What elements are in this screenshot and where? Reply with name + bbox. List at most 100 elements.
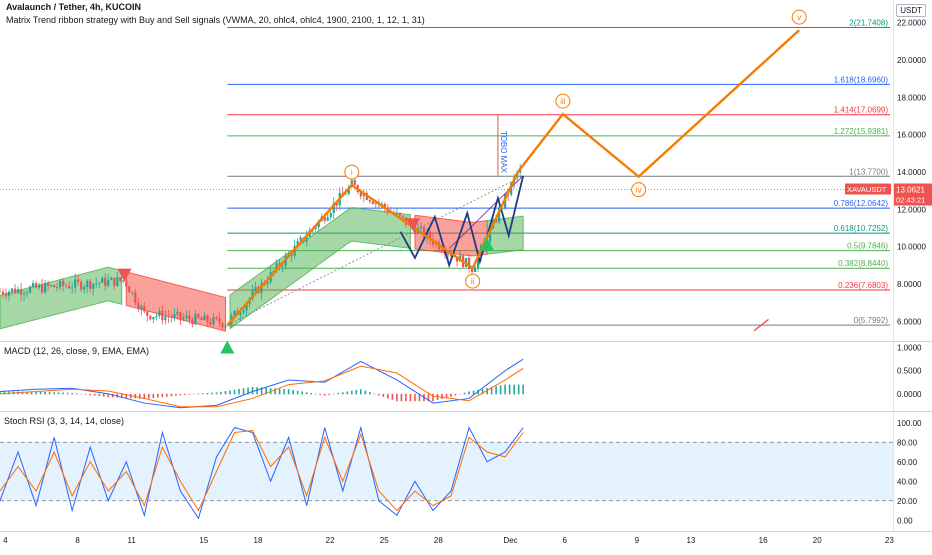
price-tag-box (894, 183, 932, 206)
macd-histogram-bar (310, 392, 312, 395)
candle-body (467, 258, 471, 269)
macd-series-signal (0, 365, 524, 408)
fib-level-label: 0.618(10.7252) (834, 224, 889, 233)
candle-body (176, 312, 179, 315)
candle-body (224, 325, 227, 328)
macd-histogram-bar (472, 390, 475, 395)
candle-body (107, 279, 110, 286)
candle-body (251, 290, 254, 299)
sell-signal-marker (406, 218, 421, 232)
candle-body (128, 286, 131, 293)
candle-body (299, 237, 302, 242)
candle-body (498, 208, 501, 222)
candle-body (40, 284, 44, 293)
macd-histogram-bar (93, 393, 96, 396)
wave-label-v: v (797, 13, 801, 22)
candle-body (56, 287, 59, 288)
macd-histogram-bar (0, 391, 1, 395)
macd-histogram-bar (522, 384, 524, 395)
candle-body (344, 193, 347, 195)
macd-histogram-bar (89, 393, 92, 396)
candle-body (50, 285, 53, 286)
macd-tick-label: 0.5000 (897, 367, 922, 376)
macd-histogram-bar (26, 391, 28, 395)
macd-histogram-bar (287, 389, 290, 395)
candle-body (335, 203, 338, 206)
macd-histogram-bar (427, 393, 430, 402)
candle-body (62, 280, 65, 286)
candle-body (200, 317, 203, 320)
candle-body (182, 317, 185, 319)
stoch-tick-label: 60.00 (897, 458, 918, 467)
ribbon-up (0, 266, 123, 330)
macd-histogram-bar (84, 393, 87, 395)
macd-histogram-bar (459, 393, 461, 395)
candle-body (206, 315, 209, 323)
macd-histogram-bar (441, 393, 443, 399)
currency-button[interactable]: USDT (896, 4, 926, 17)
macd-histogram-bar (314, 393, 317, 395)
macd-histogram-bar (369, 392, 371, 395)
candle-body (194, 314, 197, 325)
candle-body (449, 254, 453, 257)
candle-body (143, 306, 146, 312)
symbol-tag-box (845, 183, 891, 195)
candle-body (110, 277, 113, 280)
macd-histogram-bar (256, 387, 258, 395)
stoch-rsi-label: Stoch RSI (3, 3, 14, 14, close) (4, 416, 125, 426)
candle-body (59, 280, 62, 288)
macd-histogram-bar (490, 387, 493, 395)
price-tick-label: 6.0000 (897, 317, 922, 326)
macd-histogram-bar (319, 393, 322, 395)
stoch-tick-label: 20.00 (897, 497, 918, 506)
candle-body (428, 232, 432, 240)
macd-histogram-bar (111, 393, 114, 398)
macd-histogram-bar (409, 393, 412, 402)
candle-body (0, 291, 2, 293)
candle-body (152, 317, 155, 320)
candle-body (10, 288, 14, 292)
candle-body (359, 192, 362, 197)
macd-histogram-bar (292, 389, 294, 395)
candle-body (19, 289, 23, 295)
candle-body (305, 236, 308, 242)
macd-histogram-bar (44, 391, 46, 395)
candle-body (368, 199, 371, 202)
countdown-text: 02:43:21 (896, 196, 925, 205)
macd-histogram-bar (274, 388, 276, 395)
candle-body (242, 310, 245, 313)
tobo-max-label: TOBO MAX (499, 131, 508, 174)
macd-histogram-bar (71, 392, 73, 395)
macd-histogram-bar (328, 393, 331, 395)
macd-histogram-bar (143, 393, 146, 399)
candle-body (131, 292, 134, 293)
candle-body (164, 316, 167, 321)
candle-body (488, 228, 492, 242)
macd-histogram-bar (193, 393, 195, 395)
macd-histogram-bar (238, 388, 240, 395)
candle-body (296, 241, 299, 246)
macd-histogram-bar (184, 393, 186, 395)
fib-level-label: 0.5(9.7846) (847, 242, 888, 251)
candle-body (167, 316, 170, 318)
candle-body (122, 280, 125, 282)
candle-body (209, 322, 212, 325)
stoch-tick-label: 100.00 (897, 419, 922, 428)
candle-body (146, 311, 149, 316)
candle-body (161, 311, 164, 321)
macd-histogram-bar (39, 391, 42, 395)
macd-histogram-bar (229, 390, 231, 395)
candle-body (80, 281, 83, 290)
macd-histogram-bar (405, 393, 407, 402)
macd-histogram-bar (378, 393, 380, 396)
candle-body (470, 268, 474, 272)
macd-histogram-bar (170, 393, 173, 397)
candle-body (398, 212, 401, 216)
candle-body (413, 226, 417, 234)
macd-histogram-bar (75, 393, 78, 395)
fib-level-label: 2(21.7408) (849, 19, 888, 28)
candle-body (28, 286, 32, 293)
candle-body (7, 291, 11, 296)
macd-histogram-bar (98, 393, 101, 397)
